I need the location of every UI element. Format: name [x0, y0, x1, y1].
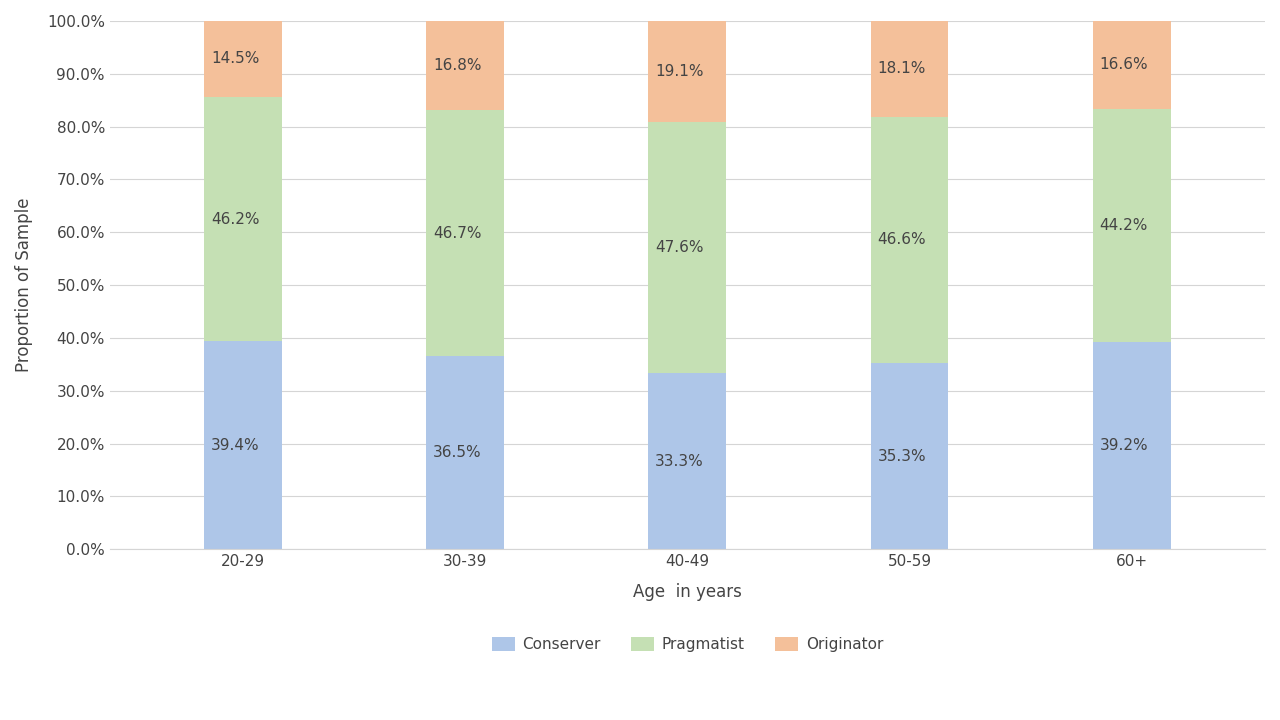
Y-axis label: Proportion of Sample: Proportion of Sample: [15, 198, 33, 372]
Text: 16.8%: 16.8%: [433, 58, 481, 73]
Bar: [205, 20, 282, 97]
Bar: [205, 97, 282, 341]
Text: 44.2%: 44.2%: [1100, 218, 1148, 233]
Legend: Conserver, Pragmatist, Originator: Conserver, Pragmatist, Originator: [485, 631, 890, 658]
Bar: [205, 341, 282, 549]
Bar: [649, 21, 726, 122]
Bar: [870, 21, 948, 117]
Text: 46.6%: 46.6%: [877, 232, 925, 247]
Text: 16.6%: 16.6%: [1100, 58, 1148, 72]
Bar: [649, 374, 726, 549]
Text: 18.1%: 18.1%: [877, 61, 925, 76]
Text: 19.1%: 19.1%: [655, 64, 704, 79]
Bar: [1093, 21, 1171, 109]
Text: 14.5%: 14.5%: [211, 51, 260, 66]
Text: 39.2%: 39.2%: [1100, 438, 1148, 453]
Text: 39.4%: 39.4%: [211, 438, 260, 453]
Text: 47.6%: 47.6%: [655, 240, 704, 255]
Bar: [870, 117, 948, 363]
Text: 36.5%: 36.5%: [433, 446, 481, 460]
Bar: [426, 109, 504, 356]
Text: 33.3%: 33.3%: [655, 454, 704, 469]
Bar: [870, 363, 948, 549]
Bar: [426, 356, 504, 549]
Text: 46.7%: 46.7%: [433, 225, 481, 240]
Bar: [1093, 342, 1171, 549]
Bar: [649, 122, 726, 374]
Text: 35.3%: 35.3%: [877, 449, 925, 464]
Text: 46.2%: 46.2%: [211, 212, 260, 227]
X-axis label: Age  in years: Age in years: [632, 583, 742, 601]
Bar: [1093, 109, 1171, 342]
Bar: [426, 21, 504, 109]
